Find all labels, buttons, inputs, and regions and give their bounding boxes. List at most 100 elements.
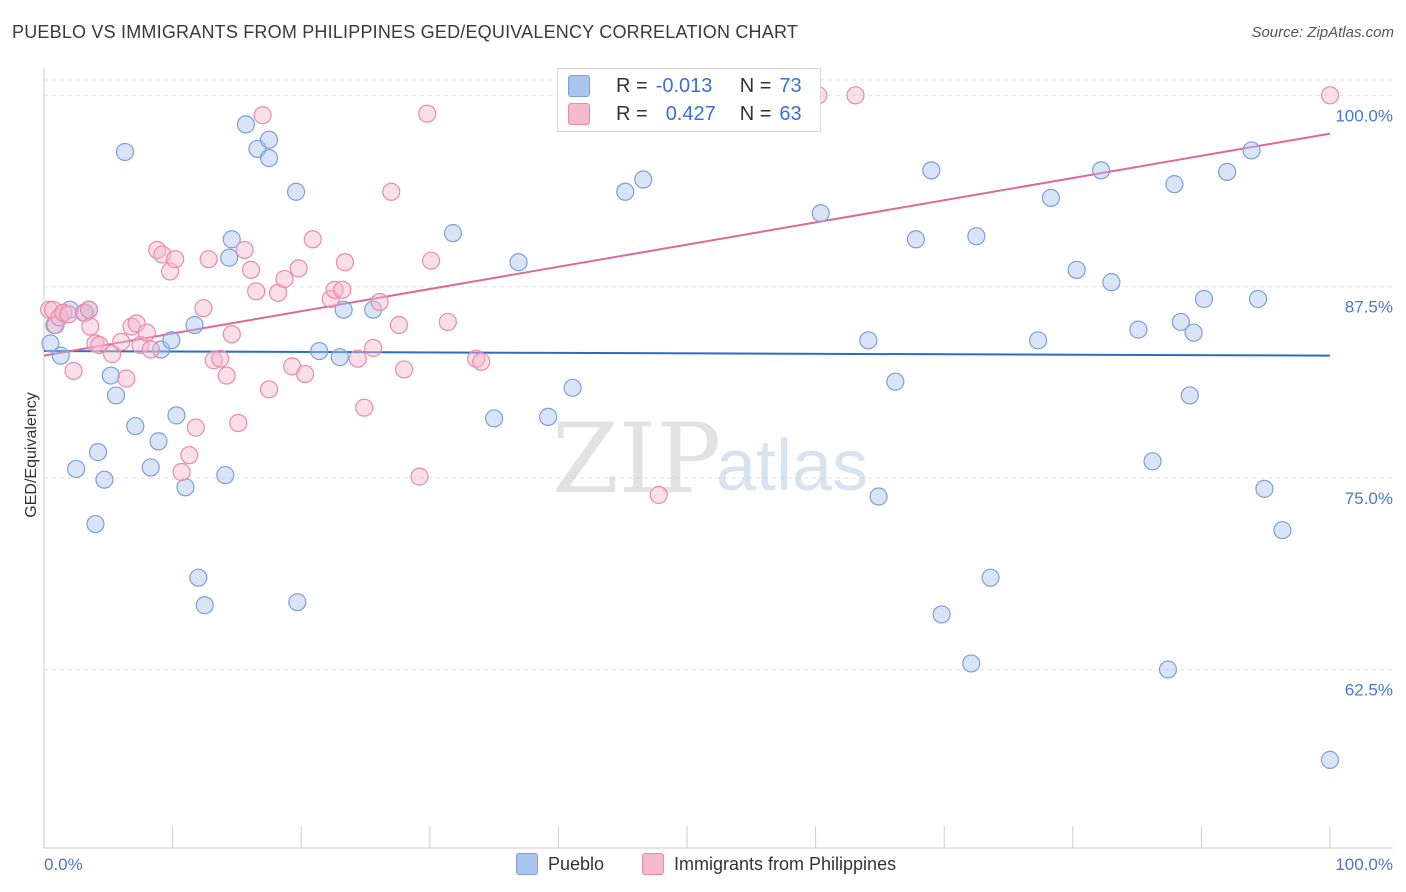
trend-line-philippines [43, 132, 1331, 357]
point-philippines [103, 345, 122, 364]
point-pueblo [67, 459, 86, 479]
point-philippines [137, 323, 156, 342]
point-philippines [235, 240, 254, 260]
watermark-zip: ZIP [552, 403, 721, 515]
point-pueblo [1248, 289, 1268, 309]
point-philippines [40, 300, 59, 319]
legend-n-label: N = [739, 74, 772, 97]
point-philippines [79, 300, 99, 319]
point-pueblo [1102, 273, 1121, 292]
points-layer [40, 86, 1340, 770]
point-pueblo [1171, 312, 1190, 332]
point-philippines [394, 360, 414, 379]
legend-r-value: -0.013 [655, 74, 713, 97]
point-pueblo [259, 148, 279, 168]
y-axis-label: GED/Equivalency [23, 392, 40, 517]
point-philippines [166, 250, 185, 269]
point-philippines [649, 485, 668, 505]
bottom-legend-label-philippines: Immigrants from Philippines [674, 853, 897, 874]
point-pueblo [634, 170, 653, 189]
point-philippines [247, 282, 266, 301]
legend-row-pueblo: R = -0.013 N = 73 [568, 73, 802, 99]
point-pueblo [101, 366, 120, 385]
point-pueblo [259, 130, 279, 149]
point-philippines [355, 398, 374, 417]
point-pueblo [811, 204, 830, 223]
bottom-legend-label-pueblo: Pueblo [548, 853, 605, 874]
point-pueblo [162, 331, 181, 350]
point-philippines [204, 351, 223, 370]
point-pueblo [115, 142, 135, 162]
x-tick-label-max: 100.0% [1335, 855, 1393, 874]
point-pueblo [886, 372, 905, 391]
point-philippines [186, 418, 205, 437]
point-philippines [370, 292, 389, 312]
point-philippines [418, 104, 437, 123]
point-pueblo [189, 568, 208, 587]
point-pueblo [126, 416, 145, 436]
point-philippines [122, 317, 141, 336]
point-pueblo [310, 341, 329, 361]
point-pueblo [106, 386, 126, 405]
y-tick-label: 75.0% [1345, 489, 1393, 508]
point-philippines [59, 305, 78, 324]
point-philippines [348, 349, 367, 368]
legend-row-philippines: R = 0.427 N = 63 [568, 101, 802, 127]
point-pueblo [41, 334, 60, 353]
point-philippines [335, 253, 355, 272]
watermark-atlas: atlas [716, 426, 868, 506]
point-pueblo [334, 300, 353, 319]
point-philippines [333, 280, 352, 299]
point-pueblo [236, 115, 256, 134]
point-pueblo [1067, 260, 1086, 279]
point-philippines [222, 325, 241, 344]
point-pueblo [216, 465, 235, 485]
legend-r-label: R = [616, 102, 648, 125]
grid-layer [44, 79, 1393, 671]
point-pueblo [141, 458, 160, 477]
y-tick-label: 62.5% [1345, 681, 1393, 700]
point-pueblo [1194, 289, 1214, 309]
point-philippines [289, 259, 308, 278]
point-philippines [117, 369, 136, 388]
point-philippines [253, 106, 272, 125]
point-pueblo [509, 253, 528, 272]
point-philippines [466, 349, 486, 368]
point-pueblo [859, 331, 878, 350]
point-pueblo [1180, 386, 1199, 405]
point-philippines [275, 269, 294, 289]
point-philippines [64, 361, 83, 381]
point-philippines [229, 413, 248, 433]
y-tick-label: 87.5% [1345, 298, 1393, 317]
point-pueblo [1184, 323, 1203, 342]
point-pueblo [88, 443, 108, 462]
point-philippines [180, 446, 199, 465]
point-pueblo [1320, 750, 1340, 770]
point-pueblo [330, 348, 349, 367]
point-pueblo [1143, 452, 1162, 471]
x-tick-label-min: 0.0% [44, 855, 83, 874]
point-pueblo [185, 315, 204, 335]
point-pueblo [95, 470, 114, 489]
chart-title: PUEBLO VS IMMIGRANTS FROM PHILIPPINES GE… [12, 22, 799, 42]
point-pueblo [176, 478, 195, 497]
point-pueblo [906, 230, 926, 249]
point-pueblo [286, 182, 306, 201]
point-philippines [303, 230, 322, 249]
point-philippines [389, 315, 409, 335]
point-philippines [259, 380, 279, 399]
point-philippines [172, 462, 191, 482]
point-pueblo [151, 340, 171, 359]
point-philippines [90, 335, 109, 355]
point-philippines [410, 467, 429, 486]
legend-n-value: 63 [779, 102, 802, 125]
point-pueblo [1218, 162, 1237, 181]
point-pueblo [539, 407, 558, 426]
point-philippines [382, 182, 401, 201]
point-philippines [127, 314, 146, 333]
legend-n-value: 73 [779, 74, 802, 97]
point-pueblo [167, 406, 186, 425]
point-philippines [438, 312, 457, 332]
point-pueblo [981, 568, 1000, 587]
point-pueblo [1091, 161, 1111, 180]
